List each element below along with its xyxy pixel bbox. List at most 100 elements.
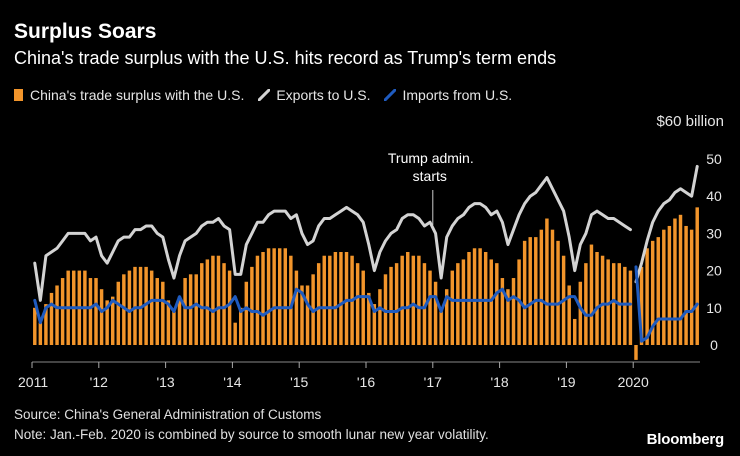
surplus-bar — [55, 285, 59, 345]
x-tick-label: '16 — [357, 374, 375, 390]
surplus-bar — [94, 278, 98, 345]
legend-label-imports: Imports from U.S. — [402, 87, 513, 103]
surplus-bar — [144, 266, 148, 345]
x-tick-label: '18 — [490, 374, 508, 390]
surplus-bar — [60, 278, 65, 345]
surplus-bar — [444, 289, 449, 345]
surplus-bar — [166, 300, 171, 345]
surplus-bar — [367, 292, 371, 345]
surplus-bar — [417, 255, 421, 345]
surplus-bar — [333, 252, 338, 345]
imports-line — [33, 287, 632, 325]
surplus-bar — [289, 255, 293, 345]
legend-label-surplus: China's trade surplus with the U.S. — [30, 87, 245, 103]
surplus-bar — [639, 266, 644, 345]
surplus-bar — [261, 252, 265, 345]
y-unit-label: $60 billion — [656, 113, 724, 130]
chart-subtitle: China's trade surplus with the U.S. hits… — [14, 48, 557, 68]
surplus-bar — [522, 240, 527, 345]
surplus-bar — [383, 274, 388, 345]
surplus-bar — [277, 248, 282, 345]
surplus-bar — [149, 270, 154, 345]
surplus-bar — [116, 281, 121, 345]
surplus-bar — [200, 263, 204, 345]
surplus-bar — [294, 270, 299, 345]
surplus-bar — [545, 218, 549, 345]
surplus-bar — [110, 296, 115, 345]
surplus-bar — [205, 259, 210, 345]
surplus-bar — [623, 266, 627, 345]
surplus-bar — [389, 266, 393, 345]
surplus-bar — [673, 218, 677, 345]
surplus-bar — [645, 248, 649, 345]
surplus-bar — [695, 207, 699, 345]
surplus-bar — [573, 318, 577, 345]
x-tick-label: '17 — [424, 374, 442, 390]
legend-item-exports: Exports to U.S. — [258, 87, 370, 103]
surplus-bar — [634, 345, 638, 360]
surplus-bar — [88, 278, 93, 345]
surplus-bar — [33, 307, 37, 345]
surplus-bar — [305, 285, 310, 345]
legend-item-surplus: China's trade surplus with the U.S. — [14, 87, 244, 103]
surplus-bar — [250, 266, 254, 345]
surplus-bar — [372, 304, 377, 345]
surplus-bar — [283, 248, 288, 345]
surplus-bar — [678, 214, 683, 345]
surplus-bar — [461, 259, 466, 345]
surplus-bar — [567, 285, 571, 345]
x-tick-label: '15 — [290, 374, 308, 390]
surplus-bar — [495, 263, 499, 345]
legend-swatch-imports — [384, 89, 397, 101]
chart-legend: China's trade surplus with the U.S. Expo… — [14, 87, 526, 103]
surplus-bar — [422, 263, 427, 345]
surplus-bar — [428, 270, 432, 345]
surplus-bar — [272, 248, 276, 345]
surplus-bar — [489, 259, 493, 345]
surplus-bar — [355, 263, 360, 345]
surplus-bar — [500, 278, 505, 345]
surplus-bar — [684, 225, 688, 345]
chart-title: Surplus Soars — [14, 20, 157, 43]
imports-line — [634, 265, 699, 343]
surplus-bar — [222, 263, 226, 345]
y-tick-label: 0 — [710, 337, 718, 353]
exports-line — [634, 164, 699, 284]
surplus-bar — [611, 263, 616, 345]
surplus-bar — [188, 274, 193, 345]
surplus-bar — [255, 255, 260, 345]
surplus-bar — [316, 263, 321, 345]
surplus-bar — [539, 229, 544, 345]
surplus-bar — [244, 281, 249, 345]
surplus-bar — [606, 259, 610, 345]
surplus-bar — [361, 270, 365, 345]
surplus-bar — [38, 322, 43, 345]
annotation-label: Trump admin. — [388, 150, 474, 166]
surplus-bar — [628, 270, 633, 345]
surplus-bar — [394, 263, 399, 345]
surplus-bar — [378, 289, 382, 345]
legend-item-imports: Imports from U.S. — [384, 87, 512, 103]
surplus-bar — [194, 274, 198, 345]
surplus-bar — [172, 311, 176, 345]
surplus-bar — [49, 292, 54, 345]
source-note: Source: China's General Administration o… — [14, 407, 322, 422]
surplus-bar — [122, 274, 126, 345]
surplus-bar — [233, 322, 237, 345]
legend-swatch-surplus — [14, 89, 23, 101]
surplus-bar — [183, 278, 187, 345]
surplus-bar — [138, 266, 143, 345]
surplus-bar — [662, 229, 666, 345]
surplus-bar — [550, 229, 555, 345]
surplus-bar — [211, 255, 215, 345]
surplus-bar — [689, 229, 694, 345]
surplus-bar — [478, 248, 482, 345]
x-tick-label: '14 — [223, 374, 241, 390]
surplus-bar — [411, 255, 416, 345]
x-tick-label: 2020 — [618, 374, 649, 390]
x-tick-label: '19 — [557, 374, 575, 390]
y-tick-label: 50 — [706, 151, 722, 167]
x-tick-label: 2011 — [18, 374, 48, 390]
surplus-bar — [344, 252, 349, 345]
surplus-bar — [584, 263, 588, 345]
